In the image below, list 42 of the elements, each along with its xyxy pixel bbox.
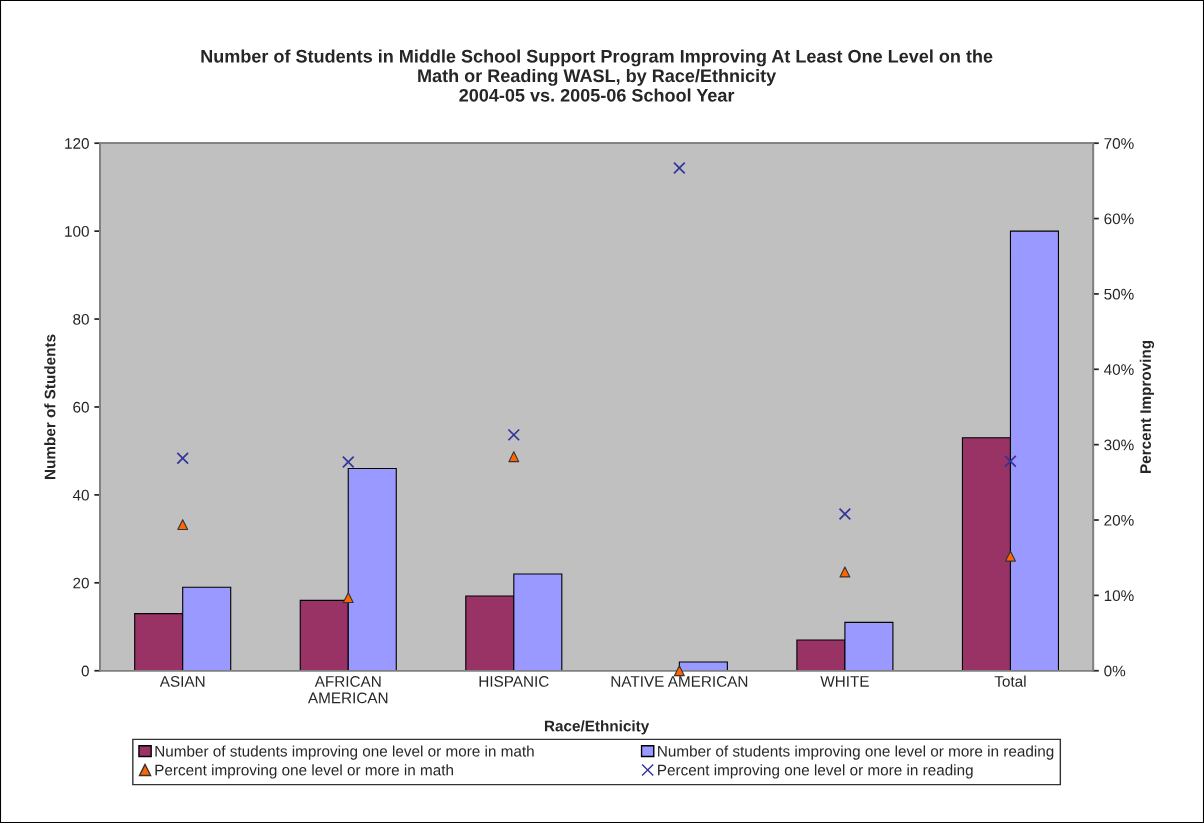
point — [177, 519, 189, 531]
y-tick-label: 40 — [72, 489, 89, 501]
y-axis-title: Number of Students — [44, 334, 56, 479]
y2-axis-title: Percent Improving — [1139, 340, 1155, 474]
legend-label: Percent improving one level or more in math — [155, 764, 453, 779]
y-tick-label: 80 — [73, 313, 89, 325]
y2-tick-label: 70% — [1104, 138, 1134, 149]
x-axis-title: Race/Ethnicity — [544, 720, 650, 735]
point — [508, 451, 520, 463]
point — [176, 452, 189, 465]
y-tick-label: 100 — [65, 225, 89, 237]
point — [342, 592, 354, 604]
y2-tick-label: 20% — [1104, 514, 1134, 526]
y-tick-label: 60 — [73, 401, 89, 413]
legend-label: Number of students improving one level or more in math — [155, 745, 534, 760]
y2-tick-label: 10% — [1104, 590, 1134, 602]
point — [838, 507, 852, 521]
legend-label: Percent improving one level or more in reading — [658, 764, 973, 779]
y2-tick-label: 0% — [1104, 665, 1126, 677]
y2-tick-label: 50% — [1104, 288, 1134, 300]
point — [673, 665, 685, 677]
bar — [678, 661, 728, 671]
point — [673, 161, 686, 175]
point — [342, 455, 355, 469]
x-tick-label: HISPANIC — [479, 676, 549, 687]
y-tick-label: 0 — [81, 665, 89, 677]
y-tick-label: 120 — [65, 138, 89, 149]
x-tick-label: Total — [994, 675, 1026, 687]
y2-tick-label: 40% — [1104, 364, 1134, 375]
point — [507, 428, 521, 442]
point — [1004, 455, 1017, 468]
x-tick-label: ASIAN — [159, 676, 205, 687]
x-tick-label: NATIVE AMERICAN — [611, 676, 748, 687]
y2-tick-label: 60% — [1104, 213, 1134, 225]
legend-label: Number of students improving one level or more in reading — [658, 745, 1054, 760]
x-tick-label: AFRICAN AMERICAN — [307, 676, 388, 704]
x-tick-label: WHITE — [820, 676, 869, 687]
y-tick-label: 20 — [73, 577, 89, 589]
point — [839, 566, 851, 578]
point — [1004, 550, 1016, 562]
chart-title: Number of Students in Middle School Support Program Improving At Least One Level on the Math or Reading WASL, by Race/Ethnicity 2004-05 vs. 2005-06 School Year — [201, 49, 993, 102]
y2-tick-label: 30% — [1104, 439, 1134, 451]
